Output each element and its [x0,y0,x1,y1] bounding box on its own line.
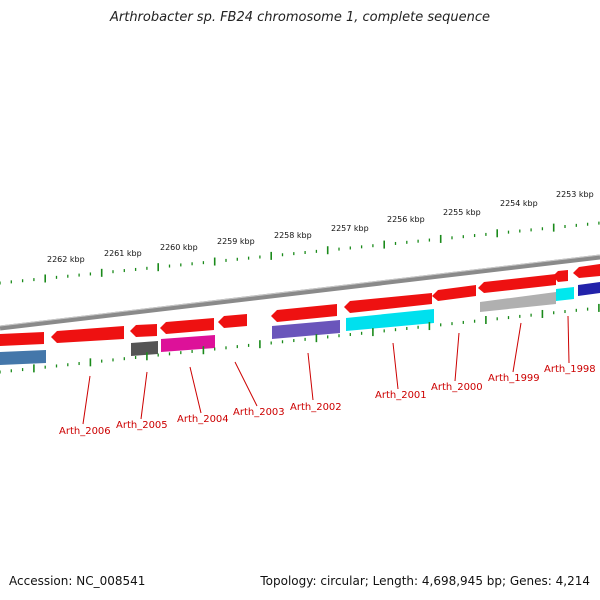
gene-label: Arth_2000 [431,382,483,393]
kbp-label: 2257 kbp [331,224,369,233]
leader-line [512,322,522,373]
reverse-strand-genes [0,282,600,365]
gene-label: Arth_2005 [116,420,168,431]
gene-block [480,292,556,312]
map-title: Arthrobacter sp. FB24 chromosome 1, comp… [109,10,491,25]
gene-arrow [0,332,44,346]
gene-arrow [478,274,556,293]
gene-arrow [130,324,157,337]
genome-backbone [0,254,600,331]
gene-block [556,287,574,301]
gene-labels: Arth_2006 Arth_2005 Arth_2004 Arth_2003 … [59,364,596,437]
outer-kbp-labels: 2262 kbp 2261 kbp 2260 kbp 2259 kbp 2258… [47,190,594,264]
gene-block [131,341,158,356]
gene-arrow [573,264,600,278]
outer-tick-scale [0,221,600,285]
kbp-label: 2259 kbp [217,237,255,246]
kbp-label: 2254 kbp [500,199,538,208]
genome-backbone-highlight [0,254,600,327]
gene-label: Arth_1999 [488,373,540,384]
leader-line [140,371,148,420]
gene-label: Arth_2004 [177,414,229,425]
gene-arrow [218,314,247,328]
kbp-label: 2262 kbp [47,255,85,264]
gene-block [346,309,434,331]
kbp-label: 2253 kbp [556,190,594,199]
leader-line [392,342,399,390]
leader-line [189,366,202,414]
gene-arrow [160,318,214,334]
gene-arrow [432,285,476,301]
gene-arrow [271,304,337,322]
inner-tick-scale [0,303,600,374]
gene-label: Arth_2003 [233,407,285,418]
gene-block [0,350,46,365]
gene-label: Arth_2001 [375,390,427,401]
topology-summary: Topology: circular; Length: 4,698,945 bp… [260,574,590,588]
kbp-label: 2256 kbp [387,215,425,224]
gene-block [272,320,340,339]
gene-label: Arth_2006 [59,426,111,437]
kbp-label: 2258 kbp [274,231,312,240]
gene-label: Arth_2002 [290,402,342,413]
leader-line [307,352,314,401]
gene-arrow [51,326,124,343]
leader-line [234,361,258,407]
kbp-label: 2255 kbp [443,208,481,217]
kbp-label: 2260 kbp [160,243,198,252]
gene-arrow [344,293,432,313]
accession-text: Accession: NC_008541 [9,574,146,588]
kbp-label: 2261 kbp [104,249,142,258]
gene-label: Arth_1998 [544,364,596,375]
leader-line [82,375,91,425]
gene-arrow [553,270,568,282]
leader-line [454,332,460,382]
gene-block [161,335,215,352]
leader-line [567,315,570,364]
gene-label-leaders [82,315,570,425]
gene-block [578,282,600,296]
forward-strand-genes [0,264,600,346]
